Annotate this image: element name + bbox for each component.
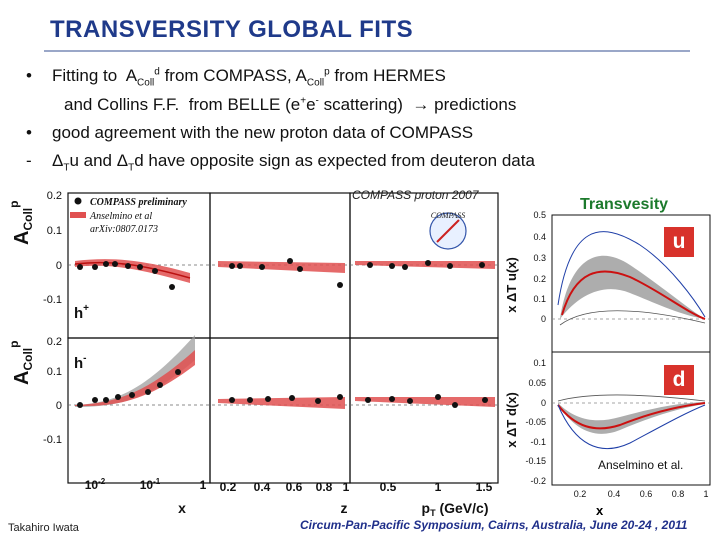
panel-z-hminus (209, 337, 351, 484)
y-axis-label-top: ACollp (7, 201, 35, 245)
svg-text:1: 1 (343, 480, 350, 494)
svg-text:1: 1 (703, 489, 708, 499)
svg-text:0.2: 0.2 (533, 274, 546, 284)
bullet-2: • good agreement with the new proton data… (26, 123, 473, 143)
data-points (77, 258, 488, 408)
svg-text:0.05: 0.05 (528, 378, 546, 388)
bullet-3: - ΔTu and ΔTd have opposite sign as expec… (26, 151, 535, 173)
svg-text:0.2: 0.2 (574, 489, 587, 499)
fit-bands-hminus (75, 335, 495, 409)
svg-text:0.2: 0.2 (47, 190, 62, 202)
svg-text:0: 0 (56, 400, 62, 412)
svg-text:0: 0 (541, 314, 546, 324)
svg-text:1.5: 1.5 (476, 480, 493, 494)
svg-text:0.1: 0.1 (47, 366, 62, 378)
x-axis-label-right: x (596, 503, 604, 518)
legend: COMPASS preliminary Anselmino et al arXi… (70, 197, 187, 235)
svg-text:-0.1: -0.1 (43, 294, 62, 306)
panel-pt-hminus (349, 337, 499, 484)
svg-text:-0.1: -0.1 (43, 434, 62, 446)
collins-asymmetry-figure: ACollp ACollp 0.2 0.1 0 -0.1 0.2 0.1 0 -… (7, 190, 499, 518)
svg-text:1: 1 (200, 478, 207, 492)
svg-text:0.1: 0.1 (47, 225, 62, 237)
svg-text:0.4: 0.4 (533, 232, 546, 242)
panel-frames (67, 192, 499, 484)
svg-text:10-1: 10-1 (140, 477, 161, 492)
footer-conference: Circum-Pan-Pacific Symposium, Cairns, Au… (300, 518, 688, 532)
svg-text:-0.1: -0.1 (530, 437, 546, 447)
footer-author: Takahiro Iwata (8, 522, 79, 534)
svg-text:1: 1 (435, 480, 442, 494)
svg-text:COMPASS preliminary: COMPASS preliminary (90, 197, 187, 208)
svg-text:0.6: 0.6 (640, 489, 653, 499)
svg-text:Anselmino et al: Anselmino et al (89, 211, 152, 222)
quark-label-d: d (664, 365, 694, 395)
svg-text:0.4: 0.4 (608, 489, 621, 499)
svg-text:arXiv:0807.0173: arXiv:0807.0173 (90, 224, 158, 235)
svg-text:0.1: 0.1 (533, 294, 546, 304)
x-axis-label-pt: pT (GeV/c) (422, 500, 489, 518)
compass-note: COMPASS proton 2007 (352, 188, 479, 202)
compass-logo: COMPASS (429, 211, 467, 250)
svg-text:0.2: 0.2 (47, 336, 62, 348)
svg-text:0.1: 0.1 (533, 358, 546, 368)
x-axis-label-z: z (341, 500, 348, 516)
y-axis-label-u: x ΔT u(x) (504, 257, 519, 313)
panel-label-hminus: h- (74, 353, 87, 372)
svg-text:0.6: 0.6 (286, 480, 303, 494)
svg-text:0.2: 0.2 (220, 480, 237, 494)
panel-label-hplus: h+ (74, 303, 89, 322)
transversity-title: Transvesity (580, 196, 669, 213)
svg-text:-0.15: -0.15 (525, 456, 546, 466)
svg-text:0.5: 0.5 (380, 480, 397, 494)
svg-text:0.5: 0.5 (533, 210, 546, 220)
svg-text:-0.05: -0.05 (525, 417, 546, 427)
title-divider (44, 50, 690, 52)
bullet-text: good agreement with the new proton data … (52, 123, 474, 142)
bullet-text: ΔTu and ΔTd have opposite sign as expect… (52, 151, 535, 174)
svg-text:10-2: 10-2 (85, 477, 106, 492)
credit-anselmino: Anselmino et al. (598, 458, 684, 472)
y-axis-label-bottom: ACollp (7, 341, 35, 385)
svg-text:0: 0 (56, 260, 62, 272)
bullet-marker: • (26, 66, 32, 85)
bullet-marker: • (26, 123, 32, 142)
transversity-figure: 0.5 0.4 0.3 0.2 0.1 0 0.1 0.05 0 -0.05 -… (504, 210, 711, 499)
svg-text:0.8: 0.8 (672, 489, 685, 499)
bullet-1-cont: and Collins F.F. from BELLE (e+e- scatte… (64, 95, 517, 114)
fit-bands-hplus (74, 259, 495, 283)
slide-title: TRANSVERSITY GLOBAL FITS (50, 16, 414, 43)
bullet-text: Fitting to AColld from COMPASS, ACollp f… (52, 66, 446, 89)
svg-text:0.3: 0.3 (533, 253, 546, 263)
bullet-marker: - (26, 151, 32, 170)
panel-d (551, 351, 711, 486)
quark-label-u: u (664, 227, 694, 257)
svg-text:COMPASS: COMPASS (431, 211, 466, 220)
svg-text:0.8: 0.8 (316, 480, 333, 494)
svg-text:0.4: 0.4 (254, 480, 271, 494)
svg-text:-0.2: -0.2 (530, 476, 546, 486)
svg-text:0: 0 (541, 398, 546, 408)
y-axis-label-d: x ΔT d(x) (504, 392, 519, 448)
bullet-1: • Fitting to AColld from COMPASS, ACollp … (26, 66, 446, 88)
x-axis-label-x: x (178, 500, 186, 516)
